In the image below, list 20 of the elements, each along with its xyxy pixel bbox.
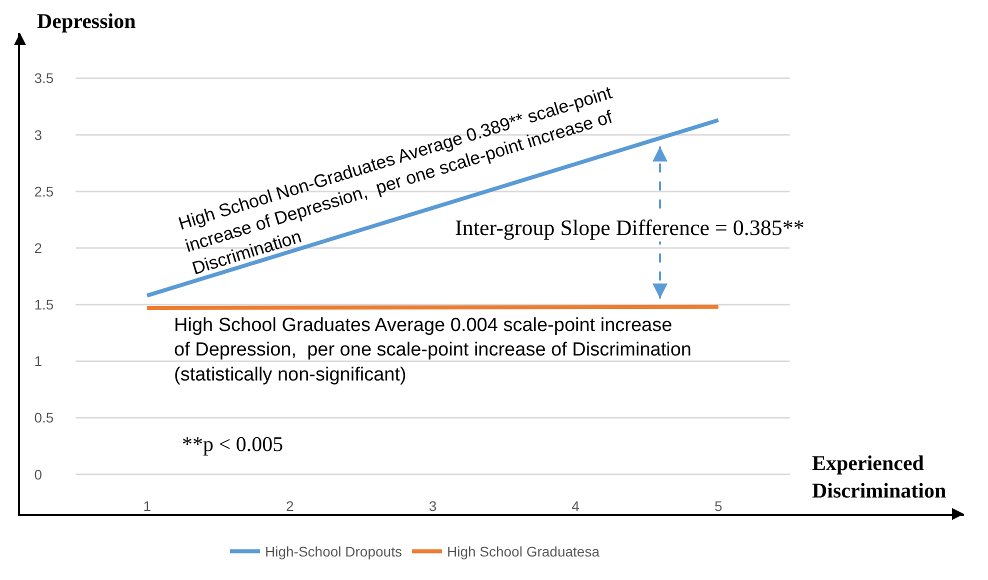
x-axis-title: Experienced Discrimination [812,451,946,502]
y-tick-label: 3.5 [34,70,54,86]
x-tick-label: 3 [428,498,437,514]
y-axis-title: Depression [37,9,136,33]
y-tick-label: 2.5 [34,183,54,200]
y-tick-label: 1 [34,353,42,370]
legend-label: High-School Dropouts [265,544,402,560]
y-tick-label: 1.5 [34,296,54,313]
annotation: High School Graduates Average 0.004 scale-point increase of Depression, per one scale-point increase of Discrimination (statistically non-significant) [174,315,692,386]
x-tick-label: 2 [286,498,294,514]
annotation: **p < 0.005 [182,432,284,456]
annotation: Inter-group Slope Difference = 0.385** [455,215,804,240]
y-tick-label: 0 [34,466,42,482]
x-tick-label: 5 [714,498,722,514]
y-tick-label: 0.5 [34,410,54,426]
y-tick-label: 3 [34,126,42,143]
x-tick-label: 1 [143,498,152,514]
y-tick-label: 2 [34,240,42,256]
x-tick-label: 4 [572,498,580,514]
legend-label: High School Graduatesa [446,544,600,560]
